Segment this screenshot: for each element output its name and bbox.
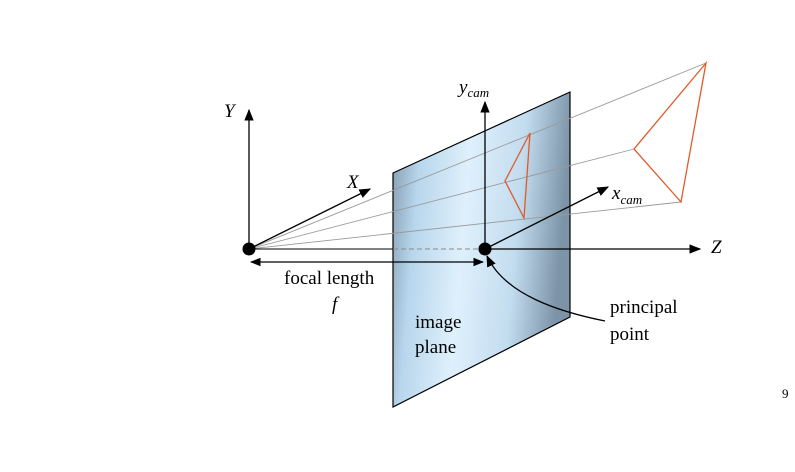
object-triangle: [633, 60, 708, 204]
projected-triangle: [504, 132, 531, 221]
world-y-label: Y: [224, 101, 237, 122]
world-x-label: X: [346, 172, 360, 193]
image-plane-label-line1: image: [415, 312, 461, 333]
principal-point-label-line1: principal: [610, 297, 678, 318]
z-axis-label: Z: [711, 237, 722, 258]
cam-x-axis: [484, 186, 610, 250]
camera-center: [242, 242, 256, 256]
world-x-axis: [248, 188, 372, 250]
image-plane-label-line2: plane: [415, 337, 456, 358]
projection-rays: [248, 62, 707, 250]
focal-symbol-label: f: [332, 294, 340, 315]
principal-point-pointer: [486, 254, 606, 322]
focal-length-label: focal length: [284, 268, 375, 289]
principal-point-label-line2: point: [610, 324, 650, 345]
slide-number: 9: [782, 386, 789, 401]
cam-y-label: ycam: [457, 77, 489, 100]
principal-point: [478, 242, 492, 256]
cam-x-label: xcam: [611, 183, 642, 207]
